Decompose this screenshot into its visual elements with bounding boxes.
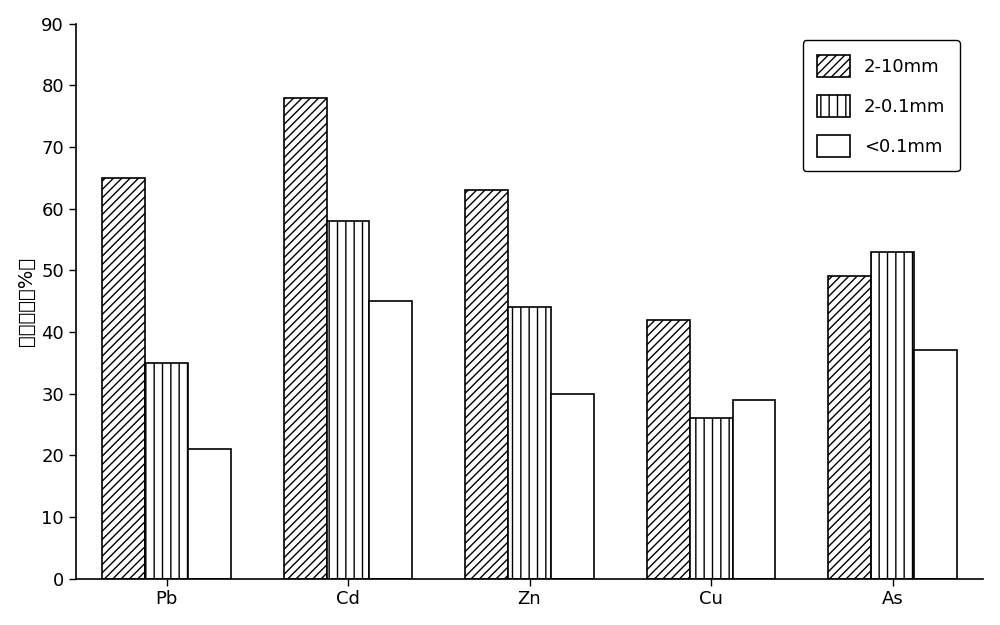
Bar [690, 418, 733, 579]
Bar [369, 301, 412, 579]
Bar [508, 308, 551, 579]
Bar [828, 276, 871, 579]
Y-axis label: 去除效率（%）: 去除效率（%） [17, 256, 36, 346]
Bar [647, 319, 690, 579]
Bar [551, 394, 594, 579]
Bar [733, 400, 775, 579]
Bar [145, 362, 188, 579]
Bar [284, 98, 327, 579]
Bar [465, 190, 508, 579]
Bar [188, 449, 231, 579]
Legend: 2-10mm, 2-0.1mm, <0.1mm: 2-10mm, 2-0.1mm, <0.1mm [803, 40, 960, 171]
Bar [871, 252, 914, 579]
Bar [327, 221, 369, 579]
Bar [914, 351, 957, 579]
Bar [102, 177, 145, 579]
